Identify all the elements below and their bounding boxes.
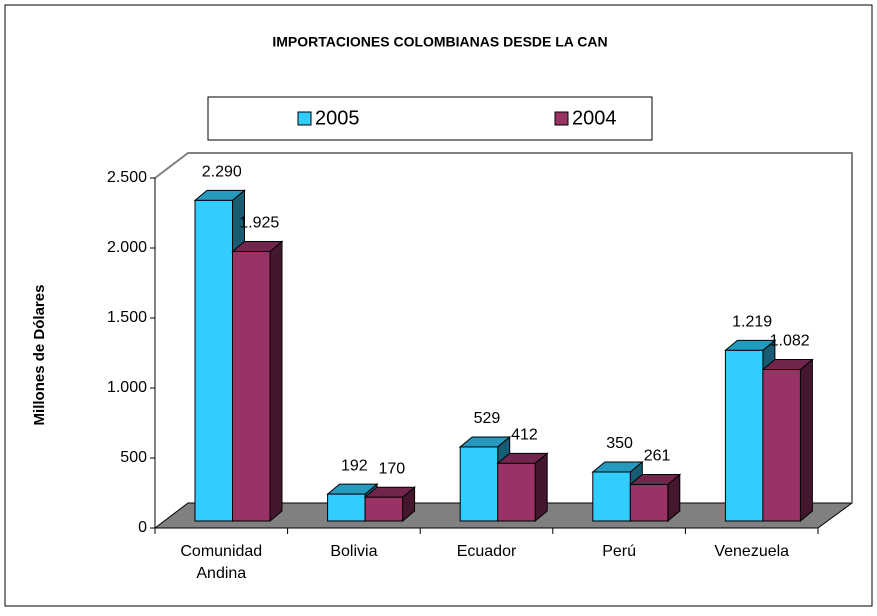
bar [761,358,814,523]
legend-swatch [554,111,569,126]
bar-front [724,349,764,522]
bar-front [762,369,801,522]
data-label: 1.082 [770,333,810,350]
bar [231,240,284,523]
x-tick-label: Ecuador [457,543,517,560]
x-tick-label-line: Comunidad [180,543,262,560]
bar-front [232,251,271,522]
data-label: 170 [378,460,405,477]
x-tick-label: Venezuela [714,543,789,560]
bar-front [592,471,631,522]
bar [496,452,549,523]
bar-front [194,199,233,522]
bar-front [327,493,366,522]
bar [326,483,379,523]
back-wall [154,152,853,503]
y-tick-label: 1.500 [107,309,147,326]
data-label: 350 [606,435,633,452]
y-tick-label: 1.000 [107,379,147,396]
chart-title: IMPORTACIONES COLOMBIANAS DESDE LA CAN [272,34,607,50]
bar-front [497,462,536,522]
bar-side [799,358,813,523]
data-label: 529 [474,410,501,427]
bar-front [459,446,499,522]
legend [207,96,653,141]
x-tick-label: Bolivia [330,543,377,560]
bar-front [629,483,669,522]
y-axis-label: Millones de Dólares [31,285,48,426]
data-label: 1.925 [239,215,279,232]
x-tick-label: Perú [602,543,636,560]
y-tick-label: 2.500 [107,169,147,186]
y-tick-label: 0 [138,519,147,536]
bar [628,473,682,523]
bar [363,486,416,523]
data-label: 192 [341,457,368,474]
y-tick-label: 2.000 [107,239,147,256]
x-tick-label-line: Andina [196,565,246,582]
data-label: 261 [644,448,671,465]
data-label: 1.219 [732,314,772,331]
legend-label: 2004 [572,107,617,129]
bar-side [534,452,548,523]
data-label: 412 [511,427,538,444]
bar-front [364,496,404,522]
bar-side [269,240,283,523]
legend-label: 2005 [315,107,360,129]
y-tick-label: 500 [120,449,147,466]
legend-swatch [297,111,312,126]
data-label: 2.290 [202,164,242,181]
x-tick-label: Comunidad Andina [180,543,262,582]
